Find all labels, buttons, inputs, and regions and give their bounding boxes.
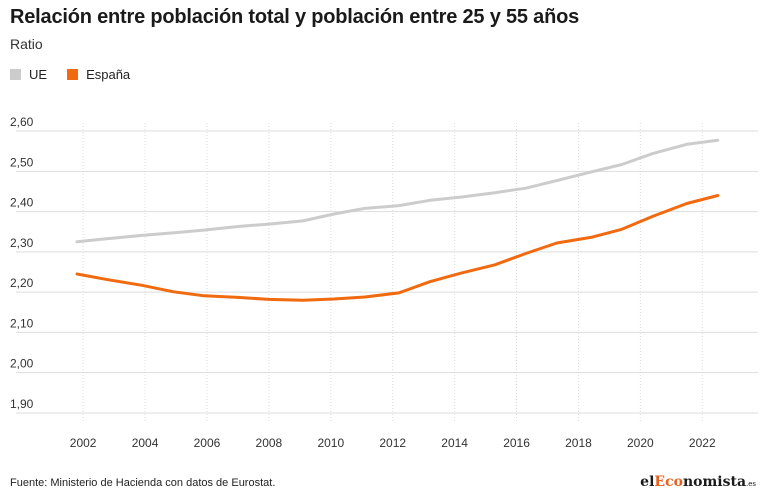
x-tick-label: 2010 bbox=[317, 436, 344, 450]
legend-swatch-ue bbox=[10, 69, 21, 80]
y-tick-label: 1,90 bbox=[10, 397, 34, 411]
x-tick-label: 2014 bbox=[441, 436, 468, 450]
legend-swatch-espana bbox=[67, 69, 79, 80]
y-tick-label: 2,10 bbox=[10, 316, 34, 330]
x-tick-label: 2002 bbox=[70, 436, 97, 450]
y-tick-label: 2,60 bbox=[10, 115, 34, 129]
legend-label-espana: España bbox=[86, 67, 131, 82]
legend: UE España bbox=[10, 67, 150, 82]
chart-subtitle: Ratio bbox=[10, 36, 43, 52]
chart-title: Relación entre población total y poblaci… bbox=[10, 6, 580, 28]
brand-logo: elEconomista.es bbox=[640, 474, 756, 490]
source-note: Fuente: Ministerio de Hacienda con datos… bbox=[10, 477, 276, 489]
brand-highlight: Eco bbox=[654, 474, 683, 490]
x-tick-label: 2004 bbox=[132, 436, 159, 450]
x-tick-label: 2008 bbox=[256, 436, 283, 450]
brand-prefix: el bbox=[640, 474, 655, 490]
x-tick-label: 2020 bbox=[627, 436, 654, 450]
y-tick-label: 2,50 bbox=[10, 155, 34, 169]
brand-tld: .es bbox=[746, 480, 756, 488]
y-tick-label: 2,40 bbox=[10, 196, 34, 210]
y-tick-label: 2,30 bbox=[10, 236, 34, 250]
x-tick-label: 2018 bbox=[565, 436, 592, 450]
x-tick-label: 2012 bbox=[379, 436, 406, 450]
line-ue bbox=[75, 138, 720, 244]
line-espana bbox=[75, 194, 720, 302]
legend-label-ue: UE bbox=[29, 67, 48, 82]
y-tick-label: 2,00 bbox=[10, 357, 34, 371]
brand-suffix: nomista bbox=[682, 474, 747, 490]
legend-item-espana: España bbox=[67, 67, 130, 82]
y-tick-label: 2,20 bbox=[10, 276, 34, 290]
x-tick-label: 2016 bbox=[503, 436, 530, 450]
x-tick-label: 2022 bbox=[689, 436, 716, 450]
legend-item-ue: UE bbox=[10, 67, 47, 82]
x-tick-label: 2006 bbox=[194, 436, 221, 450]
